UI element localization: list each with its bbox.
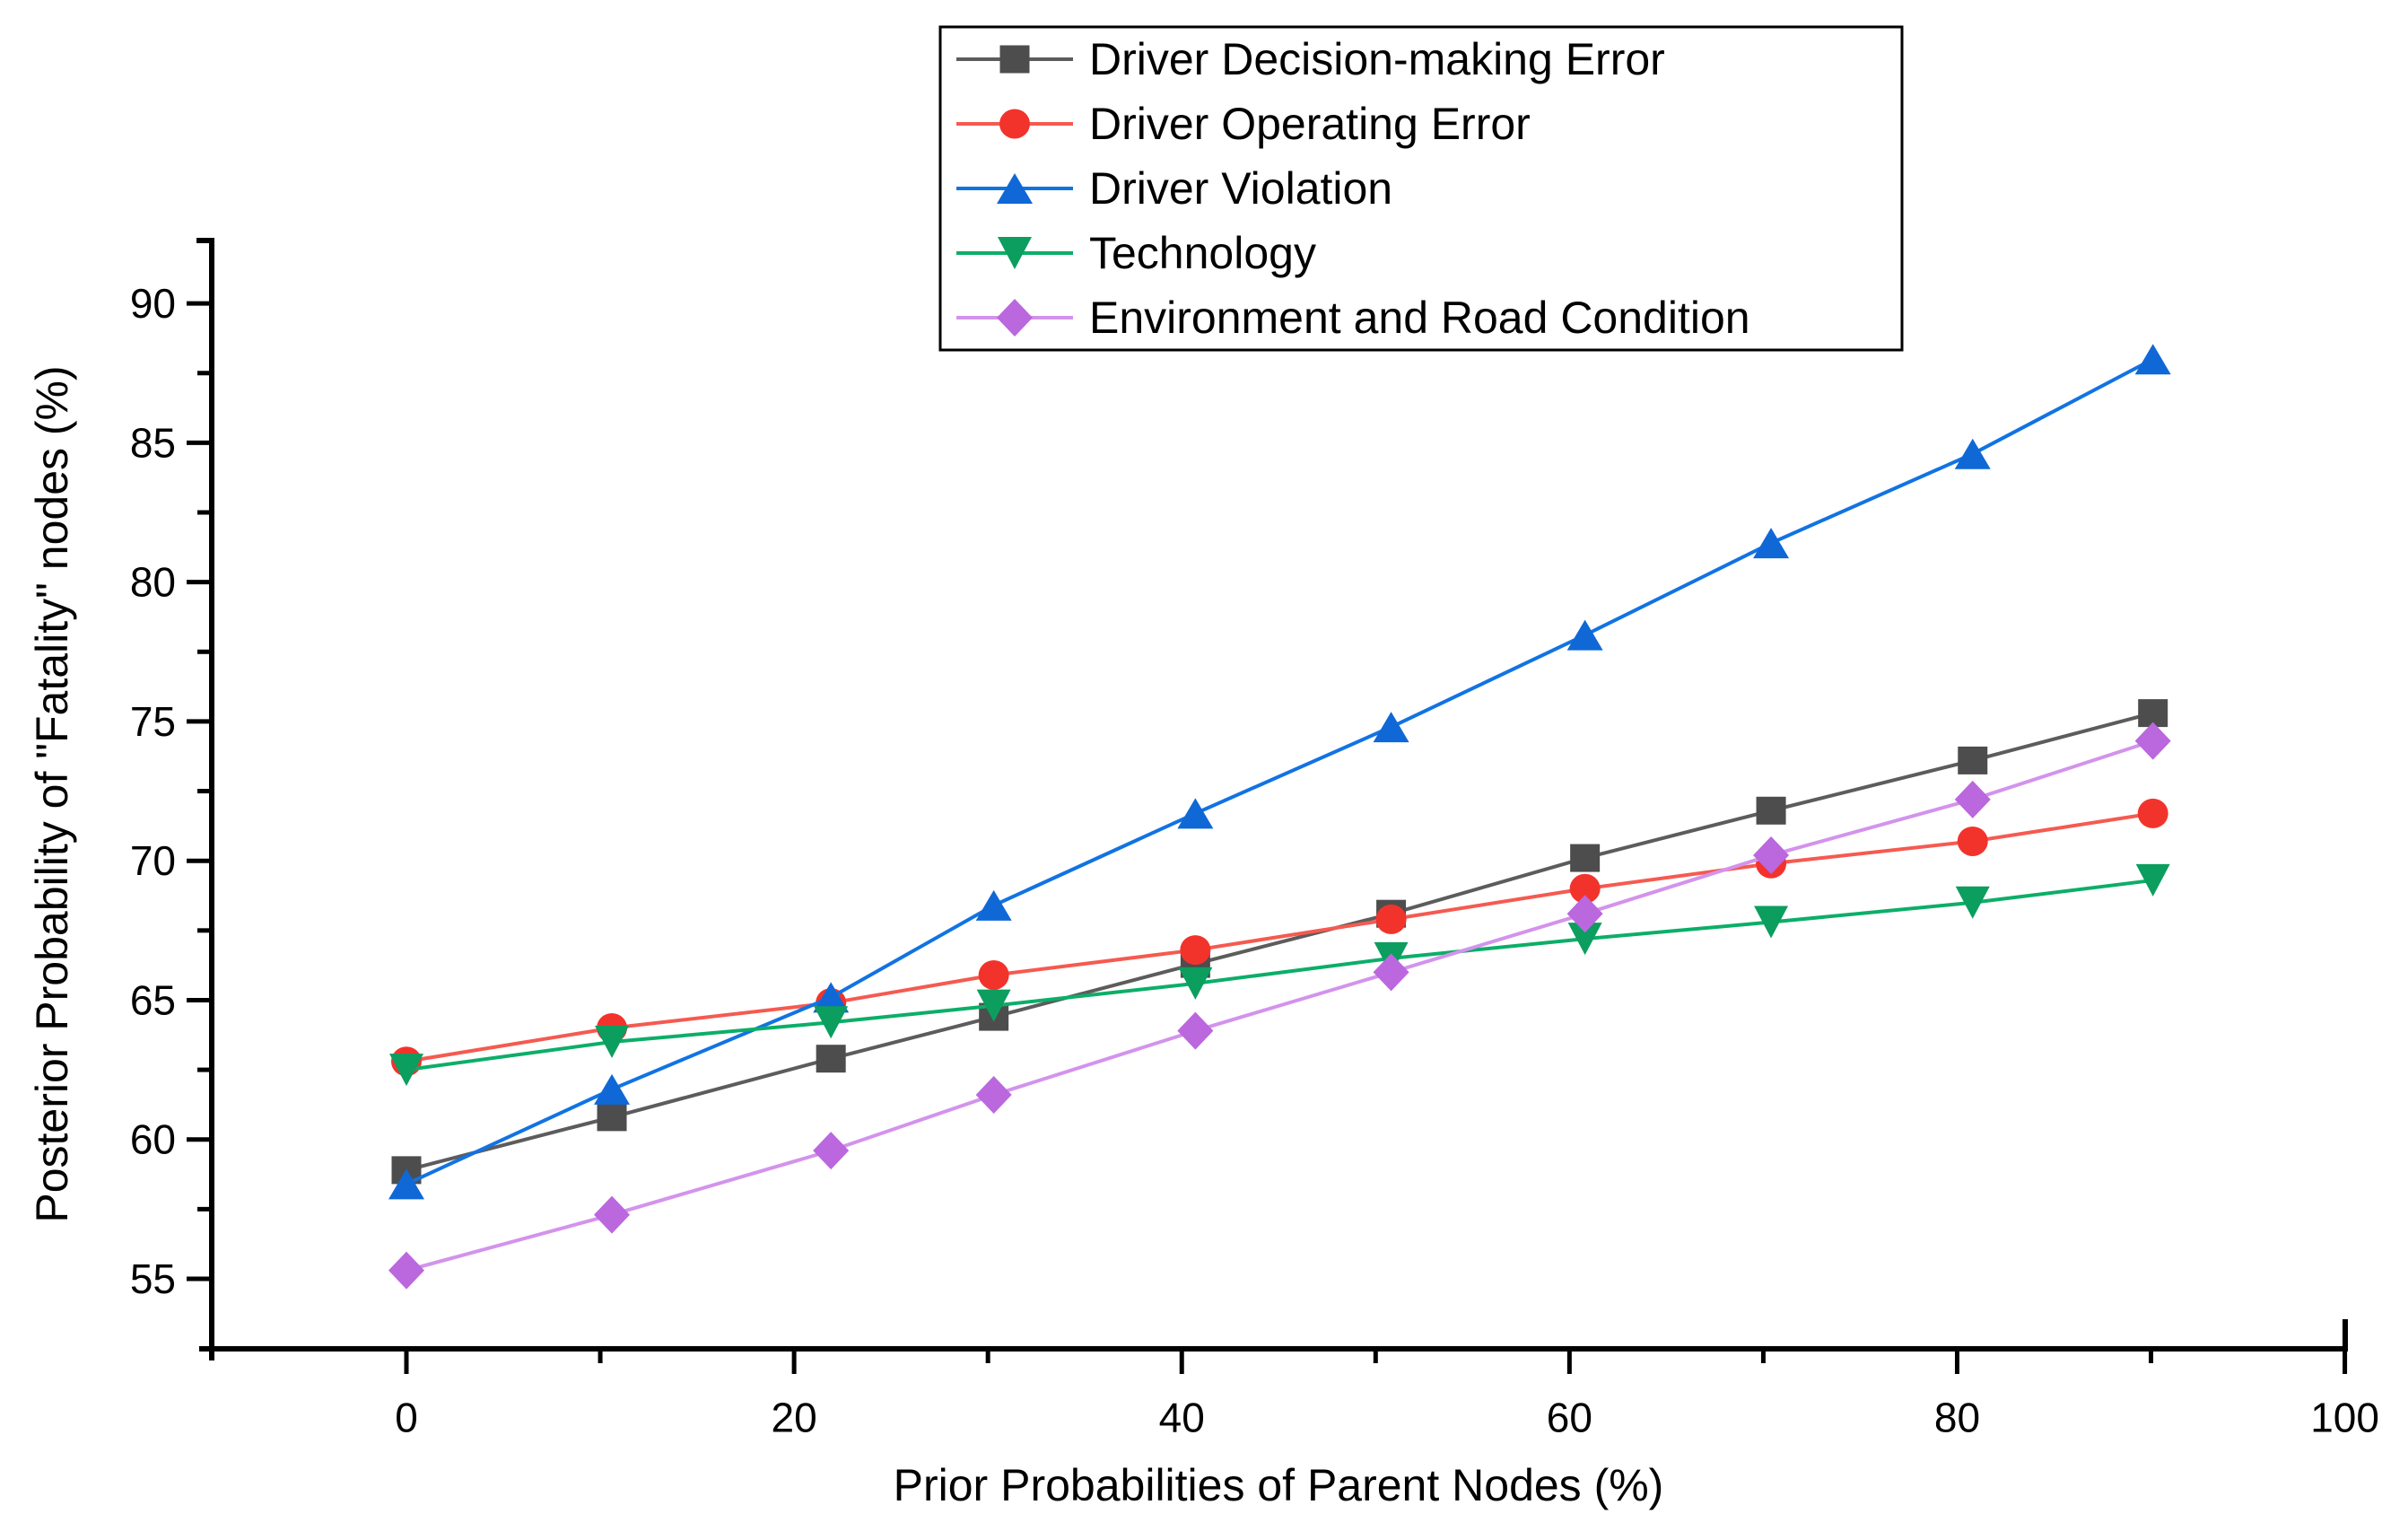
data-point-environment-and-road-condition	[1954, 780, 1991, 818]
data-point-environment-and-road-condition	[594, 1195, 631, 1234]
data-point-technology	[1754, 905, 1789, 939]
data-point-technology	[1567, 923, 1602, 956]
data-point-driver-violation	[1566, 619, 1603, 651]
data-point-environment-and-road-condition	[2134, 722, 2171, 760]
series-driver-decision-making-error	[391, 699, 2168, 1185]
series-line-environment-and-road-condition	[406, 739, 2154, 1273]
legend-item-environment-and-road-condition: Environment and Road Condition	[956, 293, 1750, 343]
data-point-driver-operating-error	[1569, 873, 1601, 904]
data-point-driver-decision-making-error	[1756, 796, 1786, 825]
data-point-environment-and-road-condition	[975, 1076, 1012, 1115]
data-point-environment-and-road-condition	[1566, 895, 1603, 933]
data-point-driver-violation	[813, 982, 850, 1013]
data-point-driver-decision-making-error	[597, 1103, 627, 1132]
legend-box	[938, 25, 1904, 352]
x-tick-label: 0	[395, 1395, 418, 1441]
legend-triangle-down-icon	[998, 237, 1032, 269]
x-tick-label: 100	[2310, 1395, 2379, 1441]
legend-label: Environment and Road Condition	[1089, 293, 1750, 343]
legend-label: Driver Decision-making Error	[1089, 34, 1665, 84]
data-point-driver-violation	[1177, 798, 1214, 829]
data-point-environment-and-road-condition	[813, 1132, 850, 1170]
y-axis-label: Posterior Probability of "Fatality" node…	[27, 365, 77, 1222]
series-line-driver-operating-error	[406, 811, 2154, 1063]
series-driver-operating-error	[391, 798, 2168, 1077]
data-point-driver-decision-making-error	[1958, 746, 1988, 774]
legend-item-driver-operating-error: Driver Operating Error	[956, 99, 1531, 149]
data-point-driver-violation	[388, 1168, 424, 1200]
axes: 0 20 40 60 80 100 55 60 65 70 75 80 85 90	[130, 238, 2379, 1441]
x-axis-label: Prior Probabilities of Parent Nodes (%)	[894, 1460, 1664, 1510]
data-point-technology	[389, 1054, 423, 1087]
data-point-driver-violation	[1753, 528, 1790, 559]
x-tick-label: 60	[1547, 1395, 1592, 1441]
legend-label: Technology	[1089, 228, 1316, 278]
x-tick-label: 40	[1159, 1395, 1205, 1441]
legend-item-technology: Technology	[956, 228, 1316, 278]
x-tick-label: 20	[772, 1395, 817, 1441]
legend-triangle-up-icon	[997, 173, 1033, 204]
data-point-driver-violation	[975, 889, 1012, 921]
data-point-environment-and-road-condition	[1177, 1011, 1214, 1050]
series-environment-and-road-condition	[388, 722, 2171, 1290]
data-point-environment-and-road-condition	[1373, 953, 1409, 992]
data-point-technology	[814, 1006, 849, 1039]
y-tick-label: 60	[130, 1116, 176, 1163]
series-line-technology	[406, 878, 2153, 1072]
legend-diamond-icon	[997, 299, 1033, 337]
y-tick-label: 75	[130, 698, 176, 745]
data-point-technology	[1955, 886, 1990, 919]
data-point-technology	[2135, 863, 2170, 897]
data-point-driver-violation	[1373, 712, 1409, 743]
data-point-driver-decision-making-error	[1570, 844, 1601, 872]
data-point-technology	[1178, 967, 1213, 1000]
data-point-driver-operating-error	[978, 960, 1009, 991]
y-tick-label: 90	[130, 280, 176, 327]
series-technology	[389, 863, 2170, 1087]
legend-item-driver-violation: Driver Violation	[956, 163, 1392, 214]
data-point-driver-violation	[2134, 344, 2171, 375]
series-line-driver-decision-making-error	[406, 711, 2154, 1172]
series-driver-violation	[388, 344, 2171, 1200]
x-tick-label: 80	[1934, 1395, 1980, 1441]
data-point-technology	[595, 1026, 630, 1059]
data-point-environment-and-road-condition	[388, 1251, 424, 1290]
data-point-technology	[976, 989, 1011, 1022]
legend-label: Driver Operating Error	[1089, 99, 1531, 149]
y-tick-label: 80	[130, 559, 176, 606]
series-line-driver-violation	[406, 357, 2154, 1186]
y-tick-label: 85	[130, 419, 176, 466]
data-point-driver-violation	[1954, 438, 1991, 469]
legend: Driver Decision-making Error Driver Opera…	[938, 25, 1904, 352]
data-point-driver-operating-error	[2137, 798, 2168, 828]
legend-label: Driver Violation	[1089, 163, 1392, 214]
y-tick-label: 70	[130, 837, 176, 884]
data-point-driver-violation	[594, 1073, 631, 1105]
series-layer	[388, 344, 2171, 1290]
y-tick-label: 65	[130, 976, 176, 1023]
data-point-environment-and-road-condition	[1753, 835, 1790, 874]
data-point-driver-operating-error	[1375, 904, 1407, 934]
data-point-driver-operating-error	[1180, 935, 1211, 966]
data-point-driver-decision-making-error	[816, 1045, 846, 1073]
data-point-driver-operating-error	[1957, 826, 1988, 856]
legend-item-driver-decision-making-error: Driver Decision-making Error	[956, 34, 1665, 84]
y-tick-label: 55	[130, 1255, 176, 1302]
legend-square-icon	[999, 45, 1030, 74]
legend-circle-icon	[999, 109, 1030, 139]
